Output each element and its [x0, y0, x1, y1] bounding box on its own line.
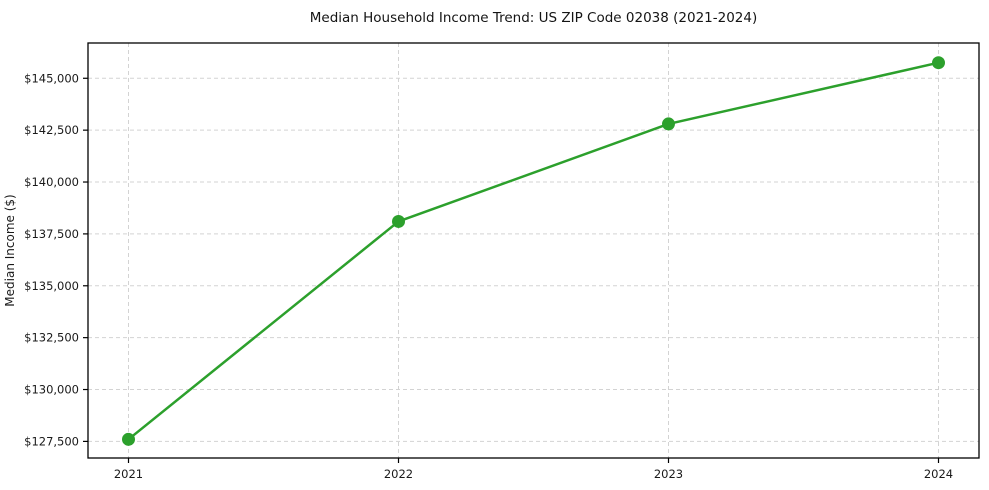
- gridlines: [88, 43, 979, 458]
- y-tick-label: $137,500: [24, 227, 79, 241]
- x-tick-label: 2021: [114, 467, 143, 481]
- data-point-marker: [392, 214, 405, 228]
- y-axis-label: Median Income ($): [3, 194, 17, 306]
- chart-title: Median Household Income Trend: US ZIP Co…: [310, 10, 758, 26]
- x-tick-label: 2023: [654, 467, 683, 481]
- axis-tick-marks: [83, 77, 940, 463]
- data-point-marker: [122, 432, 135, 446]
- income-trend-series: [122, 56, 945, 446]
- y-tick-label: $127,500: [24, 434, 79, 448]
- data-point-marker: [932, 56, 945, 70]
- y-tick-label: $145,000: [24, 71, 79, 85]
- trend-line: [127, 61, 940, 441]
- x-tick-label: 2022: [384, 467, 413, 481]
- y-tick-label: $142,500: [24, 123, 79, 137]
- plot-border: [87, 42, 980, 459]
- axis-tick-labels: $127,500 $130,000 $132,500 $135,000 $137,500…: [24, 71, 953, 481]
- y-tick-label: $132,500: [24, 331, 79, 345]
- y-tick-label: $130,000: [24, 383, 79, 397]
- y-tick-label: $140,000: [24, 175, 79, 189]
- y-tick-label: $135,000: [24, 279, 79, 293]
- data-point-marker: [662, 117, 675, 131]
- x-tick-label: 2024: [924, 467, 953, 481]
